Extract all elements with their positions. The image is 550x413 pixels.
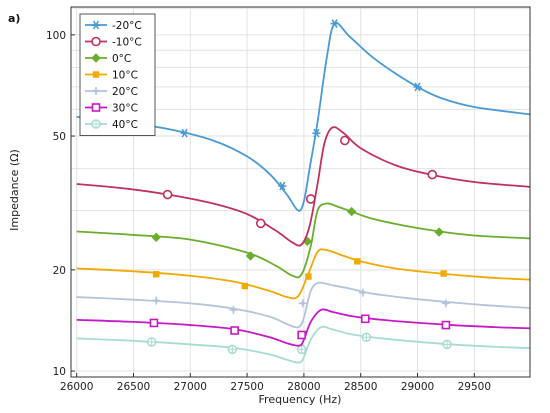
y-tick-label: 10 — [53, 366, 66, 378]
y-tick-label: 50 — [53, 131, 66, 143]
x-tick-label: 28000 — [287, 381, 320, 393]
legend-marker — [91, 36, 101, 47]
series-20c — [76, 281, 531, 329]
data-point — [152, 296, 161, 305]
x-tick-label: 27500 — [230, 381, 263, 393]
data-point — [441, 320, 451, 330]
legend-item: 10°C — [85, 70, 138, 82]
data-point — [241, 282, 249, 290]
series-30c — [76, 308, 531, 347]
legend-label: -10°C — [112, 37, 142, 49]
series-line — [76, 281, 531, 329]
series-minus10c — [76, 126, 531, 247]
data-point — [361, 332, 372, 343]
series-10c — [76, 248, 531, 300]
plot-frame — [70, 6, 531, 378]
legend-item: -20°C — [85, 20, 142, 32]
grid — [71, 7, 530, 377]
series-40c — [76, 325, 531, 364]
series-0c — [76, 202, 531, 279]
data-point — [434, 227, 444, 237]
x-tick-label: 28500 — [344, 381, 377, 393]
data-point — [360, 314, 370, 324]
legend: -20°C -10°C 0°C 10°C 20°C 30°C 40°C — [79, 13, 156, 136]
series-line — [76, 202, 531, 279]
data-point — [180, 128, 189, 138]
x-axis-label: Frequency (Hz) — [259, 393, 342, 406]
legend-marker — [92, 20, 100, 30]
data-point — [354, 258, 361, 265]
legend-item: 0°C — [85, 53, 131, 65]
x-tick-label: 29500 — [458, 381, 491, 393]
legend-item: 40°C — [85, 119, 138, 131]
data-point — [330, 19, 339, 29]
legend-item: 20°C — [85, 86, 138, 98]
data-point — [255, 218, 266, 229]
legend-label: 0°C — [112, 53, 131, 65]
legend-marker — [91, 103, 101, 112]
x-tick-label: 26500 — [117, 381, 150, 393]
data-point — [305, 273, 312, 280]
y-axis-ticks: 10 20 50 100 — [46, 30, 75, 378]
data-point — [146, 337, 157, 347]
data-point — [358, 288, 367, 297]
legend-label: -20°C — [112, 20, 142, 32]
y-tick-label: 100 — [46, 30, 66, 42]
series-line — [76, 126, 531, 247]
legend-item: -10°C — [85, 37, 142, 49]
y-axis-label: Impedance (Ω) — [8, 149, 21, 231]
data-point — [346, 206, 357, 217]
data-point — [245, 251, 256, 261]
series-line — [76, 325, 531, 364]
legend-marker — [92, 71, 100, 78]
data-point — [297, 330, 306, 340]
data-point — [440, 270, 447, 277]
legend-label: 30°C — [112, 103, 138, 115]
data-point — [229, 305, 238, 314]
data-point — [427, 169, 438, 180]
data-point — [227, 344, 238, 355]
data-point — [442, 339, 452, 350]
data-point — [149, 318, 159, 328]
series-line — [76, 308, 531, 347]
data-point — [153, 271, 160, 278]
legend-label: 20°C — [112, 86, 138, 98]
data-point — [441, 299, 450, 308]
series-line — [76, 248, 531, 300]
legend-label: 10°C — [112, 70, 138, 82]
legend-marker — [92, 87, 100, 95]
data-point — [298, 299, 307, 308]
panel-label: a) — [8, 12, 20, 25]
series-minus20c — [76, 19, 531, 212]
data-point — [305, 194, 316, 204]
data-point — [312, 128, 321, 138]
data-point — [278, 181, 287, 191]
series-layer — [76, 19, 531, 364]
data-point — [340, 135, 350, 146]
x-tick-label: 26000 — [60, 381, 93, 393]
data-point — [162, 189, 173, 200]
legend-label: 40°C — [112, 119, 138, 131]
data-point — [413, 82, 422, 92]
x-tick-label: 29000 — [401, 381, 434, 393]
data-point — [151, 232, 161, 242]
x-tick-label: 27000 — [174, 381, 207, 393]
legend-marker — [91, 53, 101, 63]
series-line — [76, 21, 531, 212]
legend-marker — [91, 119, 101, 129]
y-tick-label: 20 — [53, 265, 66, 277]
data-point — [230, 326, 239, 335]
legend-item: 30°C — [85, 103, 138, 115]
x-axis-ticks: 26000 26500 27000 27500 28000 28500 29000 29500 — [60, 373, 491, 393]
